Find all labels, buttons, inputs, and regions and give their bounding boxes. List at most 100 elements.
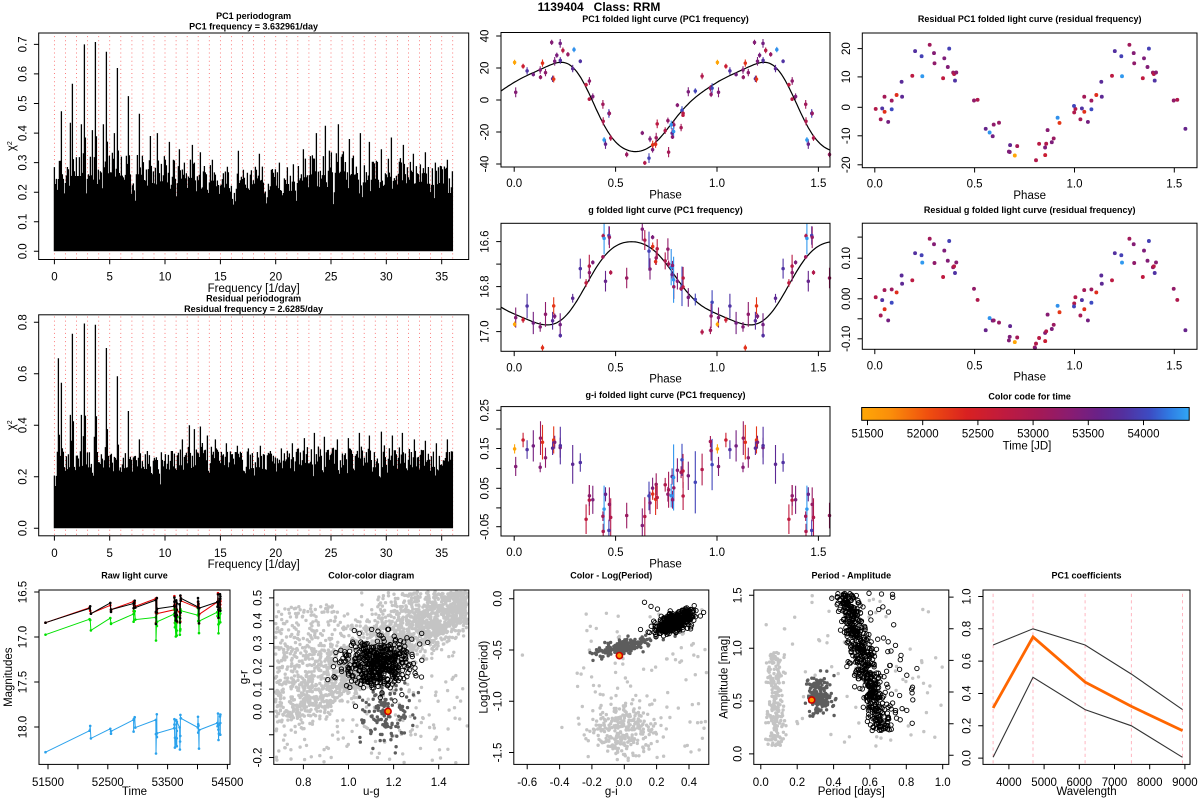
svg-text:40: 40 (480, 30, 492, 43)
svg-text:0.05: 0.05 (480, 477, 492, 499)
svg-text:-0.2: -0.2 (253, 748, 265, 768)
svg-text:Time [JD]: Time [JD] (1003, 441, 1052, 453)
svg-text:0.0: 0.0 (962, 750, 974, 766)
svg-text:1.0: 1.0 (709, 362, 725, 374)
svg-text:1.0: 1.0 (962, 589, 974, 605)
svg-text:0.15: 0.15 (480, 437, 492, 459)
svg-text:0.0: 0.0 (616, 777, 632, 789)
svg-text:0.0: 0.0 (17, 520, 29, 536)
svg-text:0.7: 0.7 (17, 36, 29, 52)
svg-text:1.0: 1.0 (709, 547, 725, 559)
svg-text:0.5: 0.5 (608, 362, 624, 374)
svg-text:17.0: 17.0 (480, 320, 492, 342)
svg-text:0.2: 0.2 (962, 718, 974, 734)
svg-text:54000: 54000 (1128, 428, 1160, 440)
svg-text:0.3: 0.3 (253, 636, 265, 652)
svg-text:52500: 52500 (962, 428, 994, 440)
svg-text:0.2: 0.2 (253, 658, 265, 674)
svg-text:Phase: Phase (649, 189, 682, 201)
svg-text:u-g: u-g (363, 786, 380, 798)
svg-text:0.5: 0.5 (967, 360, 983, 372)
svg-text:51500: 51500 (32, 777, 64, 789)
svg-text:Phase: Phase (649, 374, 682, 386)
svg-text:0.5: 0.5 (253, 590, 265, 606)
svg-text:16.6: 16.6 (480, 230, 492, 252)
svg-text:0: 0 (841, 104, 853, 110)
svg-text:Frequency [1/day]: Frequency [1/day] (208, 283, 300, 295)
svg-text:0.25: 0.25 (480, 399, 492, 421)
svg-text:10: 10 (159, 548, 172, 560)
svg-text:0.4: 0.4 (826, 777, 843, 789)
svg-text:9000: 9000 (1172, 777, 1198, 789)
svg-text:1.5: 1.5 (1166, 179, 1182, 191)
svg-text:-1.0: -1.0 (493, 691, 505, 711)
svg-text:0.4: 0.4 (253, 612, 265, 629)
svg-text:g-i: g-i (605, 786, 618, 798)
svg-text:0: 0 (51, 272, 57, 284)
svg-text:0.5: 0.5 (17, 96, 29, 112)
svg-text:10: 10 (841, 71, 853, 84)
svg-text:-0.5: -0.5 (493, 640, 505, 660)
svg-text:PC1 frequency = 3.632961/day: PC1 frequency = 3.632961/day (189, 22, 318, 32)
svg-text:-0.4: -0.4 (550, 777, 570, 789)
svg-text:Raw light curve: Raw light curve (101, 571, 168, 581)
svg-text:1.5: 1.5 (1166, 360, 1182, 372)
svg-text:16.8: 16.8 (480, 275, 492, 297)
svg-text:15: 15 (214, 272, 227, 284)
svg-text:0.0: 0.0 (867, 179, 883, 191)
svg-text:-40: -40 (480, 156, 492, 173)
svg-text:PC1 coefficients: PC1 coefficients (1051, 571, 1121, 581)
svg-text:1.5: 1.5 (810, 178, 826, 190)
svg-text:54500: 54500 (211, 777, 243, 789)
svg-text:Phase: Phase (1013, 190, 1046, 202)
svg-text:0.2: 0.2 (789, 777, 805, 789)
svg-text:35: 35 (435, 272, 448, 284)
svg-text:χ2: χ2 (6, 420, 18, 430)
svg-text:6000: 6000 (1067, 777, 1093, 789)
svg-text:1.0: 1.0 (935, 777, 951, 789)
svg-text:Period [days]: Period [days] (818, 786, 885, 798)
svg-text:1.0: 1.0 (1067, 360, 1083, 372)
svg-text:0.4: 0.4 (17, 125, 29, 142)
svg-text:0.1: 0.1 (253, 681, 265, 697)
svg-text:0: 0 (480, 97, 492, 103)
svg-text:0.0: 0.0 (733, 746, 745, 762)
svg-text:35: 35 (435, 548, 448, 560)
svg-text:20: 20 (480, 62, 492, 75)
svg-text:7000: 7000 (1102, 777, 1128, 789)
svg-text:Residual PC1 folded light curv: Residual PC1 folded light curve (residua… (918, 14, 1142, 24)
svg-text:1.2: 1.2 (386, 777, 402, 789)
svg-text:-0.2: -0.2 (582, 777, 602, 789)
svg-text:0.3: 0.3 (17, 155, 29, 171)
svg-text:0.8: 0.8 (17, 314, 29, 330)
svg-text:0.4: 0.4 (962, 685, 974, 702)
svg-text:30: 30 (380, 548, 393, 560)
svg-text:0.0: 0.0 (506, 547, 522, 559)
svg-text:0.0: 0.0 (253, 704, 265, 720)
svg-text:53500: 53500 (1072, 428, 1104, 440)
svg-text:-0.10: -0.10 (841, 326, 853, 352)
svg-text:0.0: 0.0 (506, 178, 522, 190)
svg-text:53000: 53000 (1017, 428, 1049, 440)
svg-text:0.0: 0.0 (867, 360, 883, 372)
svg-text:0.10: 0.10 (841, 247, 853, 269)
svg-text:g folded light curve (PC1 freq: g folded light curve (PC1 frequency) (588, 205, 743, 215)
svg-text:10: 10 (159, 272, 172, 284)
svg-text:Period - Amplitude: Period - Amplitude (811, 571, 891, 581)
svg-text:0.6: 0.6 (962, 653, 974, 669)
svg-text:-20: -20 (480, 124, 492, 141)
svg-text:0: 0 (51, 548, 57, 560)
svg-text:Time: Time (122, 786, 147, 798)
svg-text:1.0: 1.0 (341, 777, 357, 789)
svg-text:25: 25 (325, 548, 338, 560)
svg-text:0.5: 0.5 (608, 178, 624, 190)
svg-text:0.0: 0.0 (506, 362, 522, 374)
svg-text:Magnitudes: Magnitudes (3, 647, 15, 707)
svg-text:0.5: 0.5 (967, 179, 983, 191)
svg-text:Color code for time: Color code for time (988, 391, 1071, 401)
svg-text:0.6: 0.6 (17, 66, 29, 82)
svg-text:Residual periodogram: Residual periodogram (206, 294, 301, 304)
svg-text:-20: -20 (841, 156, 853, 173)
svg-text:PC1 periodogram: PC1 periodogram (216, 11, 291, 21)
svg-text:53500: 53500 (152, 777, 184, 789)
